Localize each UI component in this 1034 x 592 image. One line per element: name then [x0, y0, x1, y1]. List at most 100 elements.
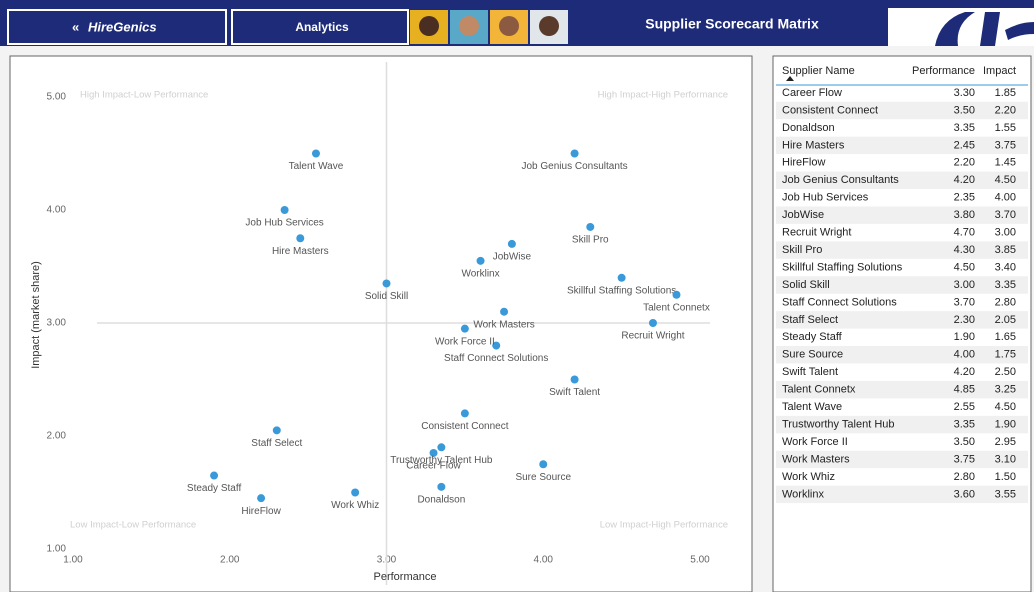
table-cell: Trustworthy Talent Hub [782, 418, 895, 430]
column-header: Supplier Name [782, 65, 855, 77]
quadrant-label: High Impact-Low Performance [80, 90, 208, 101]
table-cell: 3.40 [995, 261, 1016, 273]
point-label: Talent Connetx [643, 302, 710, 313]
y-axis-label: Impact (market share) [30, 261, 42, 369]
table-cell: 3.60 [954, 488, 975, 500]
data-point [296, 234, 304, 242]
point-label: Hire Masters [272, 246, 329, 257]
point-label: Swift Talent [549, 387, 600, 398]
data-point [586, 223, 594, 231]
point-label: Skillful Staffing Solutions [567, 285, 676, 296]
quadrant-label: Low Impact-High Performance [600, 520, 728, 531]
table-cell: 4.00 [954, 349, 975, 361]
table-cell: 3.30 [954, 87, 975, 99]
data-point [649, 319, 657, 327]
table-cell: JobWise [782, 209, 824, 221]
table-cell: 3.80 [954, 209, 975, 221]
point-label: Job Hub Services [245, 218, 323, 229]
point-label: Consistent Connect [421, 421, 508, 432]
table-cell: 3.70 [995, 209, 1016, 221]
point-label: Donaldson [417, 494, 465, 505]
photo-face [419, 16, 439, 36]
point-label: Talent Wave [289, 161, 344, 172]
quadrant-label: High Impact-High Performance [598, 90, 728, 101]
table-cell: Career Flow [782, 87, 842, 99]
table-cell: Solid Skill [782, 279, 830, 291]
table-cell: 3.70 [954, 296, 975, 308]
chart-panel [10, 56, 752, 592]
table-cell: Staff Select [782, 314, 838, 326]
y-tick-label: 1.00 [47, 544, 67, 555]
table-cell: 3.75 [995, 139, 1016, 151]
y-tick-label: 2.00 [47, 431, 67, 442]
table-cell: Sure Source [782, 349, 843, 361]
table-cell: 1.75 [995, 349, 1016, 361]
y-tick-label: 5.00 [47, 92, 67, 103]
table-cell: 4.20 [954, 366, 975, 378]
table-cell: 3.00 [954, 279, 975, 291]
point-label: Trustworthy Talent Hub [390, 455, 493, 466]
table-cell: Skillful Staffing Solutions [782, 261, 903, 273]
table-cell: 1.90 [954, 331, 975, 343]
table-cell: Job Genius Consultants [782, 174, 899, 186]
point-label: Recruit Wright [621, 331, 684, 342]
table-cell: 3.00 [995, 227, 1016, 239]
point-label: HireFlow [241, 506, 281, 517]
point-label: Work Masters [473, 319, 535, 330]
logo-icon: « [72, 19, 79, 34]
point-label: Solid Skill [365, 291, 408, 302]
photo-face [459, 16, 479, 36]
data-point [210, 472, 218, 480]
table-cell: 1.50 [995, 471, 1016, 483]
table-cell: Talent Connetx [782, 384, 856, 396]
table-cell: 3.35 [954, 418, 975, 430]
table-cell: 3.25 [995, 384, 1016, 396]
table-cell: 3.55 [995, 488, 1016, 500]
point-label: Staff Connect Solutions [444, 353, 548, 364]
photo-face [539, 16, 559, 36]
table-cell: 2.45 [954, 139, 975, 151]
table-cell: Donaldson [782, 122, 835, 134]
data-point [351, 489, 359, 497]
table-cell: 3.85 [995, 244, 1016, 256]
table-cell: Staff Connect Solutions [782, 296, 897, 308]
data-point [461, 325, 469, 333]
data-point [312, 150, 320, 158]
table-cell: 4.70 [954, 227, 975, 239]
data-point [281, 206, 289, 214]
table-cell: Consistent Connect [782, 104, 878, 116]
table-cell: Skill Pro [782, 244, 822, 256]
table-cell: HireFlow [782, 157, 825, 169]
table-cell: 4.50 [954, 261, 975, 273]
table-cell: Steady Staff [782, 331, 843, 343]
data-point [477, 257, 485, 265]
table-cell: Work Masters [782, 453, 850, 465]
data-point [257, 494, 265, 502]
table-cell: 4.85 [954, 384, 975, 396]
nav-label: Analytics [295, 20, 349, 34]
quadrant-label: Low Impact-Low Performance [70, 520, 196, 531]
data-point [618, 274, 626, 282]
table-cell: 4.50 [995, 174, 1016, 186]
table-cell: 1.85 [995, 87, 1016, 99]
y-tick-label: 3.00 [47, 318, 67, 329]
data-point [461, 409, 469, 417]
x-tick-label: 4.00 [534, 555, 554, 566]
data-point [571, 376, 579, 384]
photo-face [499, 16, 519, 36]
table-cell: 3.75 [954, 453, 975, 465]
data-point [273, 426, 281, 434]
table-cell: 4.00 [995, 192, 1016, 204]
x-tick-label: 5.00 [690, 555, 710, 566]
table-cell: Work Force II [782, 436, 848, 448]
table-cell: 3.50 [954, 104, 975, 116]
page-title: Supplier Scorecard Matrix [645, 16, 819, 32]
column-header: Performance [912, 65, 975, 77]
table-cell: 3.10 [995, 453, 1016, 465]
table-cell: 1.55 [995, 122, 1016, 134]
data-point [500, 308, 508, 316]
data-point [383, 279, 391, 287]
table-cell: 2.80 [954, 471, 975, 483]
table-cell: 2.20 [954, 157, 975, 169]
point-label: Skill Pro [572, 235, 609, 246]
